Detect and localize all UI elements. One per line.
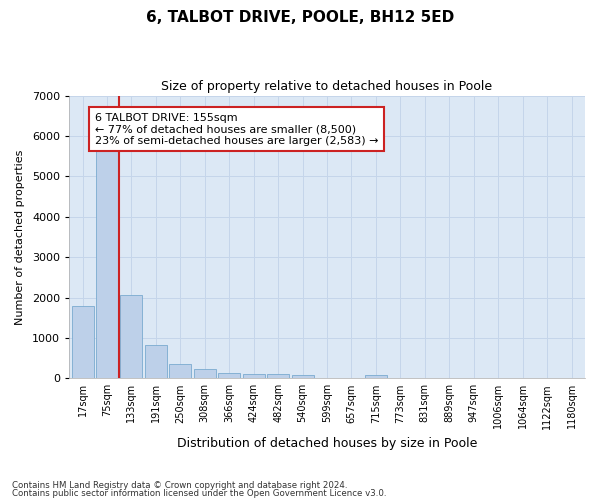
Bar xyxy=(169,364,191,378)
Text: 6, TALBOT DRIVE, POOLE, BH12 5ED: 6, TALBOT DRIVE, POOLE, BH12 5ED xyxy=(146,10,454,25)
Text: 6 TALBOT DRIVE: 155sqm
← 77% of detached houses are smaller (8,500)
23% of semi-: 6 TALBOT DRIVE: 155sqm ← 77% of detached… xyxy=(95,112,378,146)
Bar xyxy=(145,345,167,378)
Title: Size of property relative to detached houses in Poole: Size of property relative to detached ho… xyxy=(161,80,493,93)
Text: Contains HM Land Registry data © Crown copyright and database right 2024.: Contains HM Land Registry data © Crown c… xyxy=(12,481,347,490)
Bar xyxy=(121,295,142,378)
Bar xyxy=(267,374,289,378)
Bar xyxy=(242,374,265,378)
X-axis label: Distribution of detached houses by size in Poole: Distribution of detached houses by size … xyxy=(177,437,477,450)
Bar xyxy=(292,374,314,378)
Y-axis label: Number of detached properties: Number of detached properties xyxy=(15,149,25,324)
Bar xyxy=(365,375,387,378)
Text: Contains public sector information licensed under the Open Government Licence v3: Contains public sector information licen… xyxy=(12,488,386,498)
Bar xyxy=(194,369,216,378)
Bar xyxy=(71,306,94,378)
Bar xyxy=(218,374,240,378)
Bar xyxy=(96,146,118,378)
